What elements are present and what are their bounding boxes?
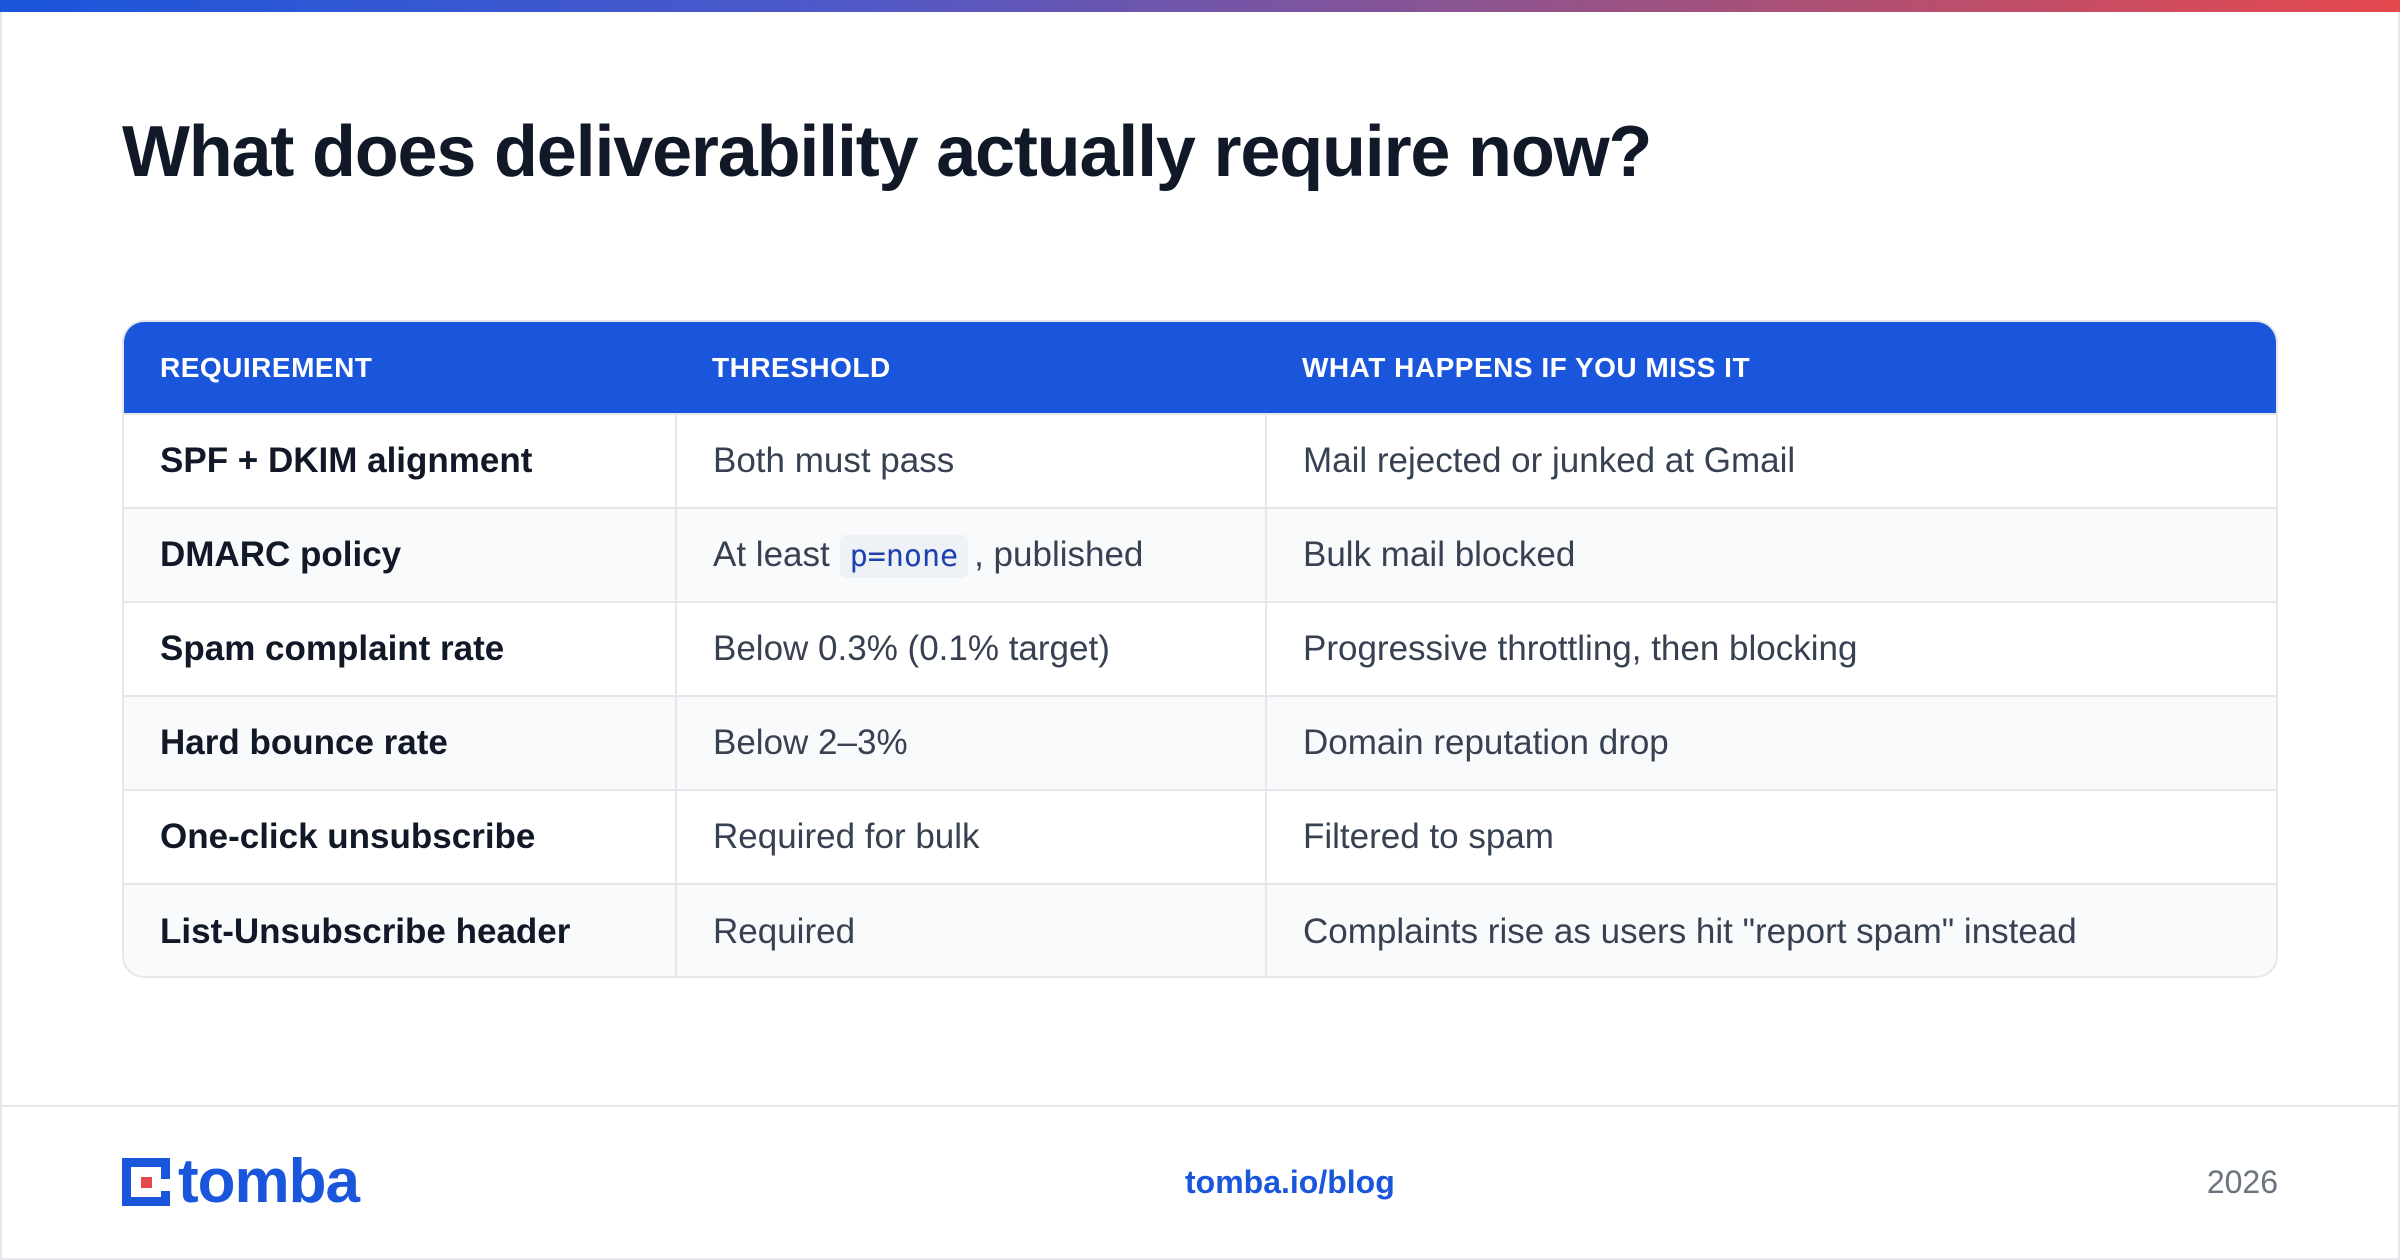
requirement-cell: List-Unsubscribe header (124, 883, 676, 976)
threshold-prefix: At least (713, 535, 830, 574)
policy-code: p=none (839, 535, 969, 578)
table-row: One-click unsubscribe Required for bulk … (124, 789, 2276, 884)
blog-link[interactable]: tomba.io/blog (1185, 1164, 1395, 1200)
threshold-cell: Both must pass (675, 413, 1266, 508)
table-row: DMARC policy At least p=none, published B… (124, 507, 2276, 602)
table-row: SPF + DKIM alignment Both must pass Mail… (124, 413, 2276, 508)
requirement-cell: DMARC policy (124, 507, 676, 602)
header-threshold: THRESHOLD (712, 351, 891, 383)
requirement-cell: SPF + DKIM alignment (124, 413, 676, 508)
threshold-cell: Required for bulk (675, 789, 1266, 884)
consequence-cell: Bulk mail blocked (1265, 507, 2276, 602)
table-row: Hard bounce rate Below 2–3% Domain reput… (124, 695, 2276, 790)
requirement-cell: Hard bounce rate (124, 695, 676, 790)
consequence-cell: Progressive throttling, then blocking (1265, 601, 2276, 696)
threshold-cell: Below 0.3% (0.1% target) (675, 601, 1266, 696)
top-gradient-bar (0, 0, 2400, 12)
requirements-table: REQUIREMENT THRESHOLD WHAT HAPPENS IF YO… (122, 320, 2278, 978)
consequence-cell: Mail rejected or junked at Gmail (1265, 413, 2276, 508)
requirement-cell: One-click unsubscribe (124, 789, 676, 884)
threshold-cell: Below 2–3% (675, 695, 1266, 790)
header-requirement: REQUIREMENT (160, 351, 373, 383)
tomba-logo-icon (122, 1158, 170, 1206)
tomba-logo[interactable]: tomba (122, 1147, 360, 1216)
table-header-row: REQUIREMENT THRESHOLD WHAT HAPPENS IF YO… (124, 322, 2276, 414)
header-consequence: WHAT HAPPENS IF YOU MISS IT (1302, 351, 1751, 383)
threshold-suffix: , published (974, 535, 1144, 574)
requirement-cell: Spam complaint rate (124, 601, 676, 696)
footer-year: 2026 (2206, 1164, 2278, 1200)
footer-divider (0, 1105, 2400, 1107)
consequence-cell: Complaints rise as users hit "report spa… (1265, 883, 2276, 976)
threshold-cell: Required (675, 883, 1266, 976)
consequence-cell: Filtered to spam (1265, 789, 2276, 884)
table-row: List-Unsubscribe header Required Complai… (124, 883, 2276, 976)
consequence-cell: Domain reputation drop (1265, 695, 2276, 790)
threshold-cell: At least p=none, published (675, 507, 1266, 602)
page-title: What does deliverability actually requir… (122, 112, 1652, 192)
table-row: Spam complaint rate Below 0.3% (0.1% tar… (124, 601, 2276, 696)
logo-wordmark: tomba (178, 1147, 360, 1216)
